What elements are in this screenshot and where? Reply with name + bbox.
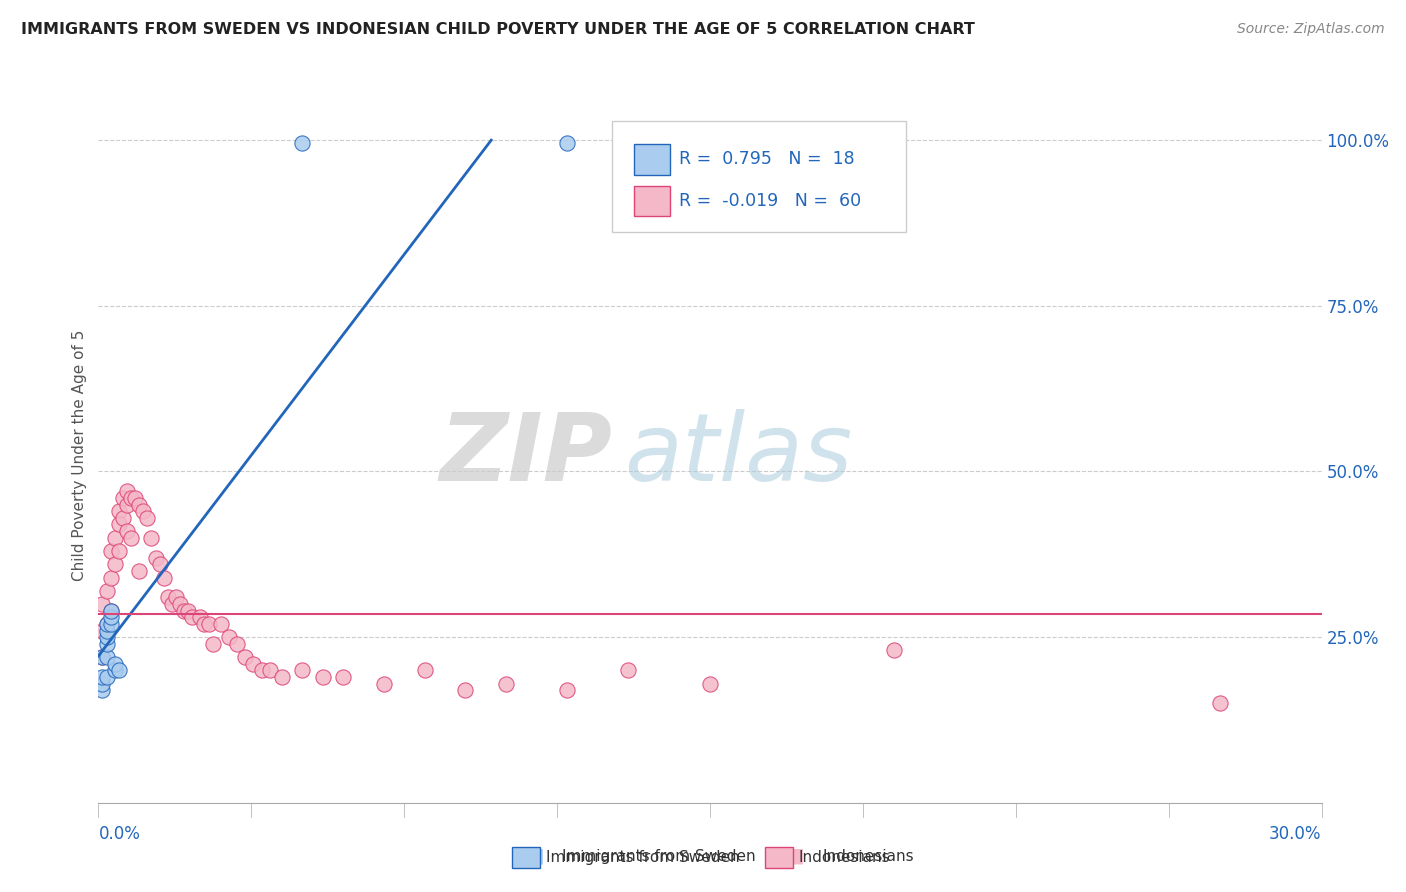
Text: Immigrants from Sweden: Immigrants from Sweden [546,850,740,864]
Point [557,136,579,151]
Point [108,663,131,677]
Point [160,597,183,611]
Point [132,504,155,518]
Text: 0.0%: 0.0% [98,825,141,843]
Point [141,531,163,545]
Point [233,650,256,665]
Point [115,524,138,538]
Point [111,491,134,505]
Point [557,683,579,698]
Point [291,663,314,677]
Point [173,604,195,618]
Point [177,604,200,618]
Point [1209,697,1232,711]
Text: IMMIGRANTS FROM SWEDEN VS INDONESIAN CHILD POVERTY UNDER THE AGE OF 5 CORRELATIO: IMMIGRANTS FROM SWEDEN VS INDONESIAN CHI… [21,22,974,37]
Text: 30.0%: 30.0% [1270,825,1322,843]
Point [169,597,191,611]
Point [149,558,172,572]
Point [145,550,167,565]
Point [100,544,122,558]
Point [104,531,127,545]
Point [91,683,114,698]
Text: Immigrants from Sweden: Immigrants from Sweden [562,849,756,863]
Point [96,637,118,651]
Point [124,491,146,505]
Point [413,663,436,677]
Text: ▪: ▪ [524,842,544,871]
Text: ▪: ▪ [785,842,804,871]
Point [111,511,134,525]
FancyBboxPatch shape [634,186,669,216]
Point [91,650,114,665]
Text: Source: ZipAtlas.com: Source: ZipAtlas.com [1237,22,1385,37]
Point [96,583,118,598]
Point [108,544,131,558]
Point [91,650,114,665]
Text: Indonesians: Indonesians [823,849,914,863]
Point [104,663,127,677]
Point [495,676,517,690]
Point [181,610,204,624]
Point [156,591,179,605]
Point [250,663,273,677]
Point [242,657,264,671]
Point [699,676,721,690]
Point [883,643,905,657]
Point [91,624,114,638]
Point [96,616,118,631]
Point [100,604,122,618]
Point [100,610,122,624]
FancyBboxPatch shape [634,144,669,175]
Point [209,616,232,631]
Point [104,657,127,671]
Point [120,531,142,545]
Point [91,670,114,684]
Point [91,597,114,611]
Point [104,558,127,572]
Text: atlas: atlas [624,409,852,500]
Point [291,136,314,151]
Point [115,484,138,499]
Point [96,670,118,684]
Point [115,498,138,512]
Point [96,624,118,638]
Point [120,491,142,505]
Point [100,570,122,584]
Point [197,616,219,631]
Point [312,670,335,684]
Point [188,610,212,624]
Point [128,498,150,512]
Point [91,676,114,690]
Point [96,630,118,644]
Point [270,670,294,684]
Point [100,604,122,618]
Point [108,517,131,532]
FancyBboxPatch shape [612,121,905,232]
Point [332,670,354,684]
Text: ZIP: ZIP [439,409,612,501]
Point [100,616,122,631]
Y-axis label: Child Poverty Under the Age of 5: Child Poverty Under the Age of 5 [72,329,87,581]
Point [128,564,150,578]
Point [152,570,174,584]
Point [373,676,395,690]
Text: R =  -0.019   N =  60: R = -0.019 N = 60 [679,192,862,210]
Text: Indonesians: Indonesians [799,850,890,864]
Point [259,663,281,677]
Point [108,504,131,518]
Text: R =  0.795   N =  18: R = 0.795 N = 18 [679,150,855,169]
Point [454,683,477,698]
Point [96,616,118,631]
Point [165,591,187,605]
Point [201,637,224,651]
Point [193,616,215,631]
Point [96,650,118,665]
Point [617,663,640,677]
Point [226,637,249,651]
Point [136,511,159,525]
Point [218,630,240,644]
